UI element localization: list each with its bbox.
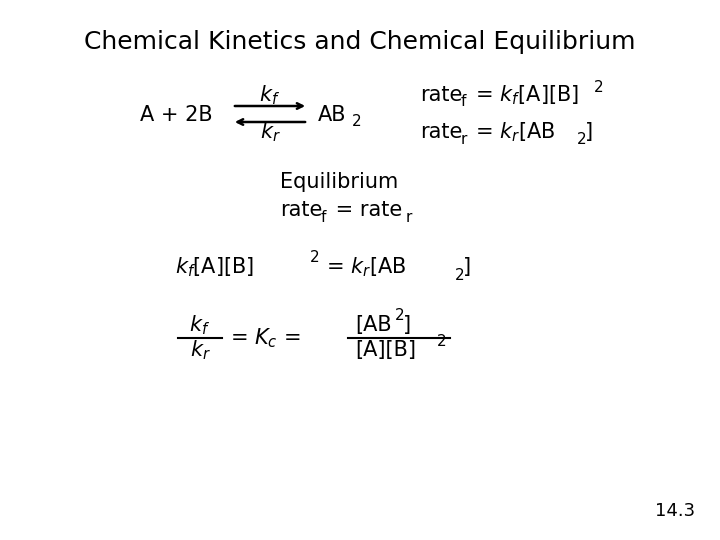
Text: r: r [461,132,467,146]
Text: 2: 2 [455,267,464,282]
Text: 2: 2 [437,334,446,349]
Text: ]: ] [585,122,593,142]
Text: = rate: = rate [329,200,402,220]
Text: r: r [406,210,413,225]
Text: = $k_r$[AB: = $k_r$[AB [469,120,556,144]
Text: $k_f$: $k_f$ [189,313,210,337]
Text: f: f [321,210,326,225]
Text: $k_r$: $k_r$ [189,338,210,362]
Text: A + 2B: A + 2B [140,105,212,125]
Text: $k_f$: $k_f$ [259,83,281,107]
Text: AB: AB [318,105,346,125]
Text: ]: ] [403,315,411,335]
Text: 2: 2 [310,251,320,266]
Text: ]: ] [463,257,471,277]
Text: 2: 2 [395,308,405,323]
Text: 2: 2 [577,132,587,146]
Text: [A][B]: [A][B] [355,340,416,360]
Text: rate: rate [420,85,462,105]
Text: rate: rate [420,122,462,142]
Text: $k_f$[A][B]: $k_f$[A][B] [175,255,254,279]
Text: 2: 2 [352,113,361,129]
Text: = $\mathit{K_c}$ =: = $\mathit{K_c}$ = [230,326,300,350]
Text: 14.3: 14.3 [655,502,695,520]
Text: f: f [461,94,467,110]
Text: 2: 2 [594,79,603,94]
Text: [AB: [AB [355,315,392,335]
Text: = $k_f$[A][B]: = $k_f$[A][B] [469,83,579,107]
Text: rate: rate [280,200,323,220]
Text: $k_r$: $k_r$ [260,120,280,144]
Text: = $k_r$[AB: = $k_r$[AB [320,255,407,279]
Text: Chemical Kinetics and Chemical Equilibrium: Chemical Kinetics and Chemical Equilibri… [84,30,636,54]
Text: Equilibrium: Equilibrium [280,172,398,192]
